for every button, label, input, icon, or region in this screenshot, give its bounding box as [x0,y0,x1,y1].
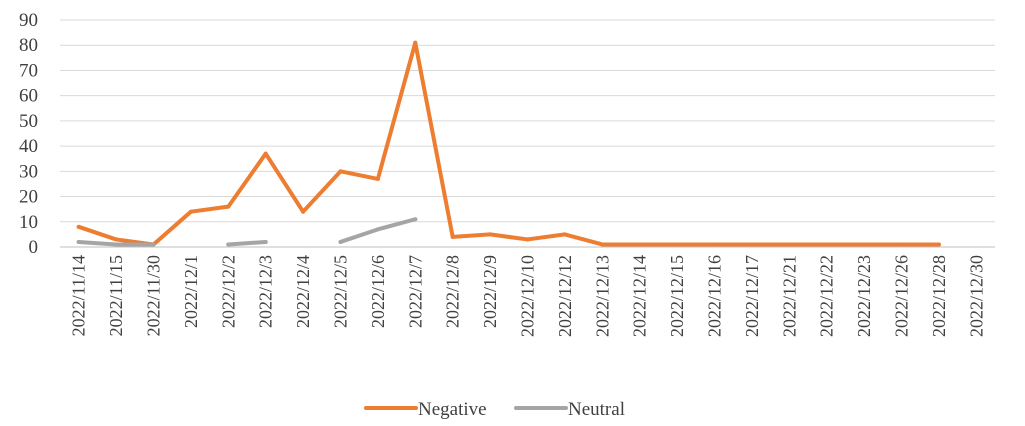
x-tick-label: 2022/12/22 [817,255,837,337]
x-tick-label: 2022/12/16 [705,255,725,337]
data-point [338,239,343,244]
grid-lines [60,19,995,248]
data-point [824,242,829,247]
data-point [76,224,81,229]
legend-label: Neutral [568,399,625,420]
data-point [600,242,605,247]
x-tick-label: 2022/12/3 [256,255,276,328]
data-point [413,40,418,45]
y-tick-label: 40 [19,136,38,157]
x-tick-label: 2022/12/4 [293,255,313,328]
x-tick-label: 2022/12/6 [368,255,388,328]
data-point [338,169,343,174]
y-tick-label: 60 [19,86,38,107]
legend: Negative Neutral [364,399,625,420]
y-tick-label: 20 [19,187,38,208]
x-tick-label: 2022/12/10 [518,255,538,337]
x-tick-label: 2022/12/14 [630,255,650,337]
data-point [76,239,81,244]
series-lines [76,40,941,247]
data-point [188,209,193,214]
series-neutral [76,217,418,247]
data-point [562,232,567,237]
data-point [375,176,380,181]
x-tick-label: 2022/12/13 [592,255,612,337]
data-point [787,242,792,247]
x-tick-label: 2022/12/12 [555,255,575,337]
x-tick-label: 2022/12/7 [405,255,425,328]
y-tick-label: 30 [19,161,38,182]
data-point [114,237,119,242]
y-tick-label: 90 [19,10,38,31]
data-point [862,242,867,247]
data-point [936,242,941,247]
data-point [637,242,642,247]
y-tick-label: 10 [19,212,38,233]
x-tick-label: 2022/12/9 [480,255,500,328]
y-axis-ticks: 0 10 20 30 40 50 60 70 80 90 [19,10,38,258]
legend-label: Negative [418,399,487,420]
data-point [712,242,717,247]
data-point [675,242,680,247]
y-tick-label: 70 [19,60,38,81]
x-tick-label: 2022/12/8 [443,255,463,328]
data-point [226,204,231,209]
x-tick-label: 2022/11/14 [69,255,89,336]
x-tick-label: 2022/12/5 [331,255,351,328]
series-line-segment [76,40,941,247]
data-point [114,242,119,247]
x-tick-label: 2022/12/1 [181,255,201,328]
x-tick-label: 2022/12/23 [854,255,874,337]
series-negative [76,40,941,247]
x-tick-label: 2022/12/2 [218,255,238,328]
x-tick-label: 2022/11/15 [106,255,126,336]
x-tick-label: 2022/12/21 [779,255,799,337]
x-tick-label: 2022/12/15 [667,255,687,337]
x-tick-label: 2022/12/26 [892,255,912,337]
data-point [263,239,268,244]
data-point [899,242,904,247]
x-tick-label: 2022/12/28 [929,255,949,337]
series-line-segment [226,239,268,247]
y-tick-label: 50 [19,111,38,132]
x-tick-label: 2022/12/30 [966,255,986,337]
y-tick-label: 0 [29,237,39,258]
data-point [488,232,493,237]
data-point [525,237,530,242]
data-point [263,151,268,156]
x-axis-ticks: 2022/11/14 2022/11/15 2022/11/30 2022/12/1 2… [69,255,987,337]
x-tick-label: 2022/12/17 [742,255,762,337]
data-point [301,209,306,214]
data-point [450,234,455,239]
data-point [413,217,418,222]
data-point [151,242,156,247]
y-tick-label: 80 [19,35,38,56]
x-tick-label: 2022/11/30 [144,255,164,336]
data-point [375,227,380,232]
data-point [749,242,754,247]
data-point [226,242,231,247]
